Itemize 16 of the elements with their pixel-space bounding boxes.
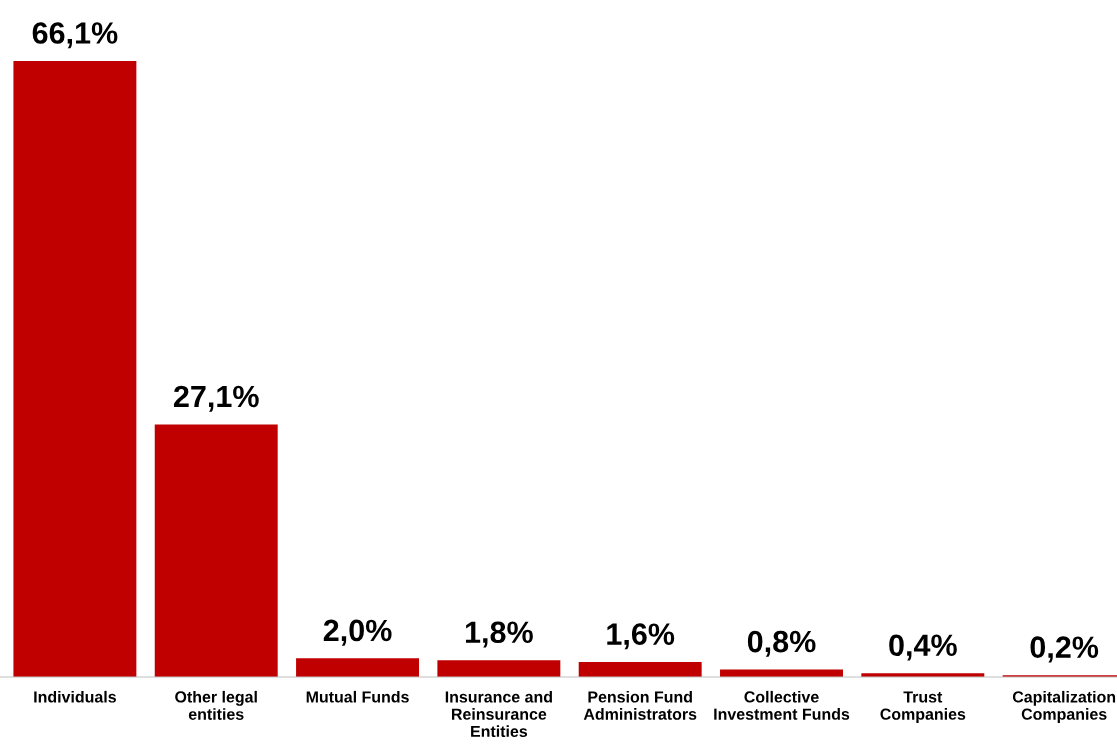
x-tick-label: Individuals [34, 690, 116, 703]
data-label: 0,8% [747, 630, 816, 657]
x-tick-label: Other legal entities [175, 690, 257, 720]
x-tick-label: Capitalization Companies [1012, 690, 1116, 723]
data-label: 2,0% [323, 619, 392, 646]
data-label: 66,1% [32, 22, 118, 49]
data-label: 1,6% [607, 623, 675, 650]
x-tick-label: Trust Companies [880, 691, 966, 723]
x-tick-label: Insurance and Reinsurance Entities [445, 690, 552, 738]
x-tick-label: Mutual Funds [306, 690, 409, 703]
data-label: 0,2% [1030, 636, 1099, 663]
x-tick-label: Collective Investment Funds [714, 690, 850, 720]
data-label: 0,4% [889, 634, 957, 661]
data-label: 27,1% [173, 385, 259, 412]
x-tick-label: Pension Fund Administrators [583, 690, 697, 720]
data-label: 1,8% [465, 621, 533, 648]
